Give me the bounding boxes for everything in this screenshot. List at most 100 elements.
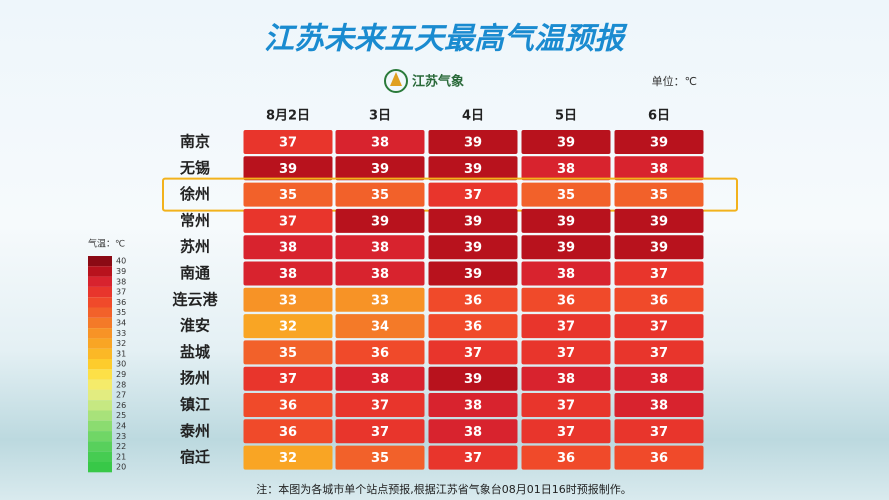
cell-value: 35 (279, 346, 297, 361)
legend-label: 36 (116, 298, 126, 307)
cell (428, 393, 518, 417)
cell-value: 37 (650, 346, 668, 361)
cell-value: 32 (279, 451, 297, 466)
legend-swatch (88, 297, 112, 308)
cell-value: 36 (371, 346, 389, 361)
column-header: 8月2日 (266, 109, 310, 124)
cell (243, 445, 333, 470)
cell (521, 182, 611, 207)
cell-value: 39 (464, 267, 482, 282)
cell-value: 37 (464, 451, 482, 466)
cell-value: 32 (279, 320, 297, 335)
legend-label: 31 (116, 349, 126, 358)
cell (521, 393, 611, 417)
cell-value: 36 (464, 320, 482, 335)
legend-label: 24 (116, 421, 126, 430)
legend-label: 30 (116, 360, 126, 369)
cell-value: 38 (650, 399, 668, 414)
legend-swatch (88, 348, 112, 359)
cell (428, 340, 518, 365)
legend-swatch (88, 328, 112, 339)
cell (243, 261, 333, 286)
cell (428, 366, 518, 391)
cell (243, 156, 333, 181)
cell (335, 235, 425, 260)
cell-value: 33 (371, 293, 389, 308)
cell (614, 235, 704, 260)
legend-label: 38 (116, 277, 126, 286)
cell (428, 130, 518, 154)
cell (521, 314, 611, 339)
legend-swatch (88, 451, 112, 462)
cell (428, 156, 518, 181)
cell (614, 208, 704, 233)
cell-value: 39 (279, 162, 297, 177)
city-label: 苏州 (180, 238, 210, 256)
cell-value: 39 (371, 162, 389, 177)
cell (521, 419, 611, 444)
cell (243, 235, 333, 260)
cell-value: 38 (279, 241, 297, 256)
cell (335, 340, 425, 365)
cell (428, 261, 518, 286)
city-label: 镇江 (180, 396, 210, 414)
cell (614, 261, 704, 286)
city-label: 南通 (180, 264, 210, 282)
title: 江苏未来五天最高气温预报 (264, 22, 628, 57)
cell (335, 314, 425, 339)
cell-value: 36 (557, 451, 575, 466)
cell (614, 156, 704, 181)
cell (614, 393, 704, 417)
legend-swatch (88, 431, 112, 442)
cell (243, 182, 333, 207)
cell (335, 366, 425, 391)
legend-label: 35 (116, 308, 126, 317)
cell-value: 37 (557, 425, 575, 440)
legend-swatch (88, 389, 112, 401)
cell-value: 37 (279, 372, 297, 387)
cell (335, 182, 425, 207)
legend-swatch (88, 379, 112, 390)
cell-value: 38 (557, 162, 575, 177)
cell-value: 39 (650, 214, 668, 229)
cell-value: 37 (650, 320, 668, 335)
cell-value: 37 (557, 346, 575, 361)
legend-label: 28 (116, 380, 126, 389)
legend-label: 32 (116, 339, 126, 348)
city-label: 淮安 (180, 317, 210, 335)
cell-value: 38 (557, 267, 575, 282)
legend-swatch (88, 276, 112, 287)
city-label: 南京 (180, 133, 210, 151)
legend-label: 25 (116, 411, 126, 420)
cell (614, 182, 704, 207)
cell-value: 38 (371, 267, 389, 282)
cell (243, 419, 333, 444)
column-header: 5日 (555, 109, 577, 124)
city-label: 扬州 (180, 369, 210, 387)
cell-value: 39 (464, 214, 482, 229)
legend-label: 20 (116, 463, 126, 472)
cell (521, 235, 611, 260)
legend-swatch (88, 307, 112, 318)
cell (428, 208, 518, 233)
cell (521, 366, 611, 391)
cell-value: 39 (464, 241, 482, 256)
cell-value: 39 (464, 136, 482, 151)
cell-value: 37 (371, 399, 389, 414)
cell-value: 39 (557, 241, 575, 256)
cell-value: 37 (650, 425, 668, 440)
cell-value: 38 (464, 399, 482, 414)
legend-swatch (88, 256, 112, 267)
cell-value: 36 (464, 293, 482, 308)
cell-value: 37 (557, 320, 575, 335)
legend-swatch (88, 359, 112, 370)
legend-label: 23 (116, 432, 126, 441)
legend-swatch (88, 266, 112, 277)
legend-title: 气温：℃ (88, 238, 125, 250)
legend-label: 22 (116, 442, 126, 451)
cell-value: 38 (371, 241, 389, 256)
cell (614, 314, 704, 339)
cell (243, 393, 333, 417)
